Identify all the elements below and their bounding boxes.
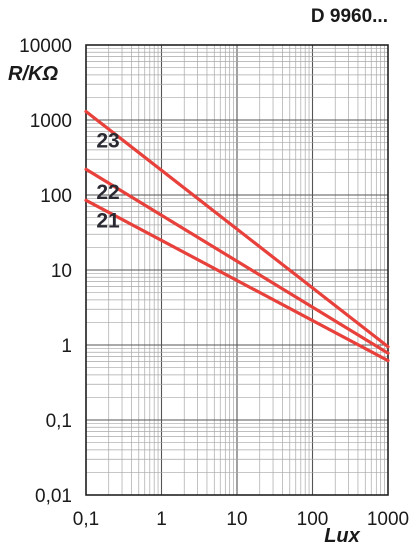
plot-frame [85,44,389,496]
x-tick-label: 100 [297,509,329,530]
series-label-23: 23 [96,130,119,153]
x-tick-label: 1000 [367,509,409,530]
series-label-22: 22 [96,181,119,204]
y-tick-label: 0,01 [35,486,72,507]
x-tick-labels: 0,1 1 10 100 1000 [73,509,409,530]
x-tick-label: 0,1 [73,509,99,530]
grid [85,45,388,496]
y-axis-label: R/KΩ [8,63,58,85]
x-tick-label: 10 [226,509,247,530]
series-line-22 [84,167,390,355]
y-tick-label: 10000 [19,36,72,57]
y-tick-label: 1000 [30,111,72,132]
x-tick-label: 1 [156,509,167,530]
series-lines [84,109,390,363]
series-line-21 [84,198,390,363]
y-tick-label: 0,1 [46,411,72,432]
series-label-21: 21 [96,209,120,232]
y-tick-label: 10 [51,261,72,282]
y-tick-label: 1 [61,336,72,357]
chart-title: D 9960... [311,6,388,27]
series-labels: 23 22 21 [96,130,120,233]
series-line-23 [84,109,390,349]
y-tick-label: 100 [40,186,72,207]
y-tick-labels: 0,01 0,1 1 10 100 1000 10000 [19,36,72,507]
x-axis-label: Lux [324,525,360,547]
